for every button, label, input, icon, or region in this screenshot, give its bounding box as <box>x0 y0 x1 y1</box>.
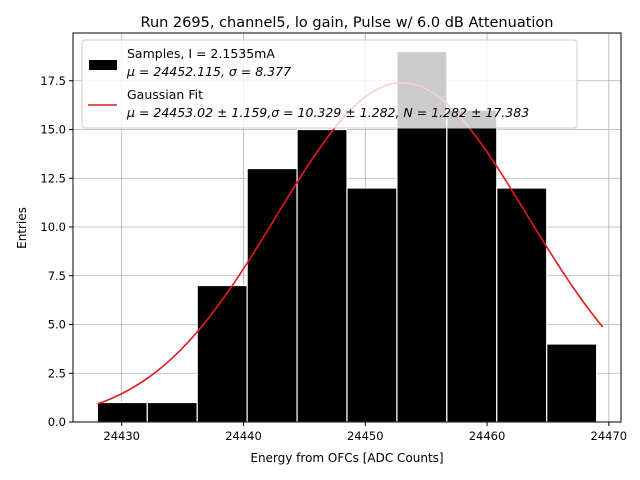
legend-fit-stats: μ = 24453.02 ± 1.159,σ = 10.329 ± 1.282,… <box>126 105 529 120</box>
histogram-bar <box>196 284 248 423</box>
y-tick-label: 12.5 <box>40 171 66 185</box>
histogram-bar <box>96 401 148 423</box>
y-tick-label: 10.0 <box>40 220 66 234</box>
x-tick-label: 24460 <box>469 429 506 443</box>
legend-samples-swatch <box>89 60 117 70</box>
histogram-bar <box>246 167 298 423</box>
y-tick-label: 5.0 <box>48 318 66 332</box>
x-axis-ticks: 24430 24440 24450 24460 24470 <box>103 422 627 443</box>
y-tick-label: 7.5 <box>48 269 66 283</box>
y-tick-label: 17.5 <box>40 74 66 88</box>
legend-samples-label: Samples, I = 2.1535mA <box>127 46 275 61</box>
histogram-bar <box>346 187 398 423</box>
legend-fit-label: Gaussian Fit <box>127 87 203 102</box>
histogram-bar <box>446 109 498 423</box>
y-axis-ticks: 0.0 2.5 5.0 7.5 10.0 12.5 15.0 17.5 <box>40 74 73 429</box>
chart-title: Run 2695, channel5, lo gain, Pulse w/ 6.… <box>141 15 554 31</box>
legend-samples-stats: μ = 24452.115, σ = 8.377 <box>126 64 291 79</box>
y-tick-label: 0.0 <box>48 415 66 429</box>
legend-box <box>81 39 578 129</box>
x-axis-label: Energy from OFCs [ADC Counts] <box>250 451 443 465</box>
histogram-bar <box>146 401 198 423</box>
histogram-bars <box>96 50 598 423</box>
y-tick-label: 2.5 <box>48 366 66 380</box>
histogram-bar <box>496 187 548 423</box>
x-tick-label: 24470 <box>591 429 628 443</box>
y-tick-label: 15.0 <box>40 123 66 137</box>
histogram-bar <box>296 128 348 423</box>
legend: Samples, I = 2.1535mA μ = 24452.115, σ =… <box>81 39 578 129</box>
x-tick-label: 24430 <box>103 429 140 443</box>
histogram-bar <box>546 343 598 423</box>
x-tick-label: 24450 <box>347 429 384 443</box>
y-axis-label: Entries <box>15 207 29 249</box>
x-tick-label: 24440 <box>225 429 262 443</box>
